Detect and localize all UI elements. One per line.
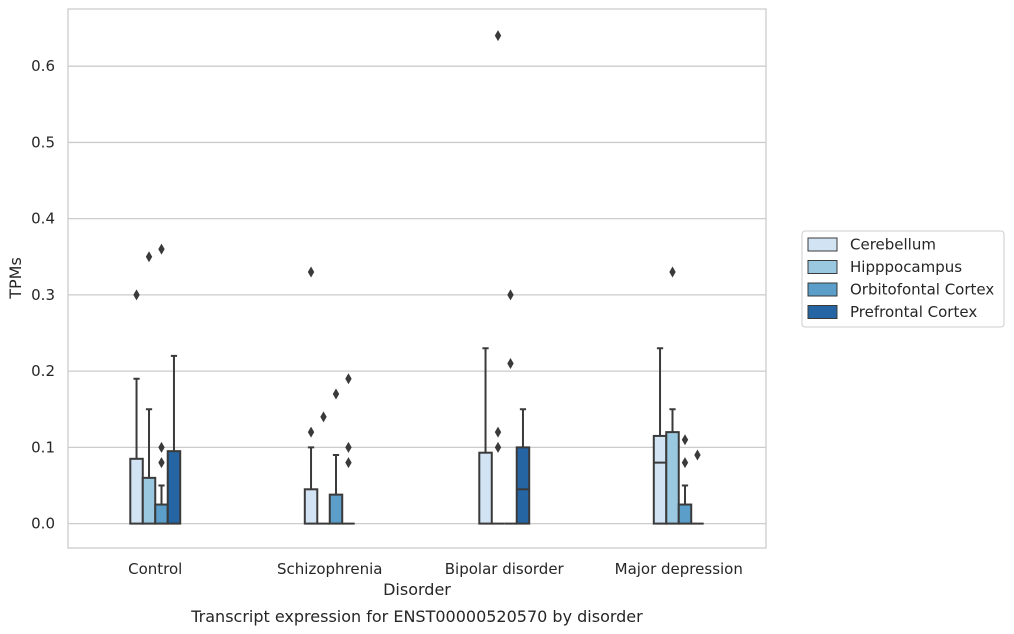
outlier-point — [332, 388, 340, 400]
x-axis-label: Disorder — [383, 580, 451, 599]
y-tick-label: 0.0 — [31, 515, 55, 533]
outlier-point — [681, 434, 689, 446]
legend-swatch — [807, 305, 838, 319]
box-group — [504, 289, 517, 525]
box-group — [515, 408, 531, 525]
legend-items: Cerebellum Hipppocampus Orbitofontal Corte… — [807, 236, 994, 321]
box-group — [342, 373, 355, 525]
box — [166, 450, 182, 525]
legend-label: Orbitofontal Cortex — [850, 281, 994, 299]
outlier-point — [158, 457, 165, 469]
outlier-point — [494, 426, 502, 438]
legend-label: Prefrontal Cortex — [850, 303, 977, 321]
legend-swatch — [807, 237, 838, 252]
box-group — [154, 243, 169, 525]
y-tick-label: 0.3 — [31, 286, 55, 304]
box-group — [665, 266, 680, 525]
outlier-point — [145, 251, 153, 263]
grid-lines — [68, 65, 766, 525]
box — [328, 493, 344, 525]
legend-swatch — [807, 282, 838, 297]
outlier-point — [345, 457, 352, 469]
box-group — [491, 30, 505, 525]
outlier-point — [694, 449, 701, 461]
outlier-point — [494, 441, 502, 453]
outlier-point — [345, 441, 352, 453]
legend-swatch — [807, 260, 838, 274]
x-tick-label: Control — [128, 560, 182, 578]
outlier-point — [345, 373, 352, 385]
outlier-point — [507, 289, 514, 301]
box-group — [317, 411, 330, 525]
plot-frame — [67, 8, 767, 549]
x-tick-label: Bipolar disorder — [445, 560, 565, 578]
box-group — [478, 347, 493, 525]
outlier-point — [158, 441, 165, 453]
y-tick-label: 0.6 — [31, 57, 55, 75]
legend-label: Hipppocampus — [850, 258, 962, 276]
outlier-point — [507, 358, 514, 370]
box-group — [652, 347, 668, 525]
box — [154, 503, 169, 525]
box — [303, 488, 319, 525]
outlier-point — [494, 30, 502, 42]
box-group — [166, 354, 182, 525]
legend-frame — [801, 230, 1005, 328]
box — [515, 446, 531, 525]
box-layer — [129, 30, 704, 525]
outlier-point — [320, 411, 327, 423]
y-tick-label: 0.1 — [31, 438, 55, 456]
y-axis-label: TPMs — [6, 257, 25, 300]
box-group — [141, 251, 157, 525]
outlier-point — [669, 266, 676, 278]
box — [141, 476, 157, 525]
box-group — [328, 388, 344, 525]
y-tick-label: 0.5 — [31, 133, 55, 151]
box-group — [677, 434, 693, 525]
y-axis-ticks: 0.0 0.1 0.2 0.3 0.4 0.5 0.6 — [31, 57, 55, 532]
y-tick-label: 0.2 — [31, 362, 55, 380]
box — [652, 434, 668, 525]
x-tick-label: Schizophrenia — [277, 560, 382, 578]
outlier-point — [307, 426, 315, 438]
box — [478, 451, 493, 525]
y-tick-label: 0.4 — [31, 210, 55, 228]
box — [665, 431, 680, 525]
box-group — [691, 449, 704, 525]
legend-label: Cerebellum — [850, 236, 936, 254]
outlier-point — [133, 289, 140, 301]
chart-caption: Transcript expression for ENST0000052057… — [190, 607, 643, 626]
box-group — [303, 266, 319, 525]
box — [129, 457, 144, 525]
outlier-point — [307, 266, 315, 278]
x-axis-ticks: Control Schizophrenia Bipolar disorder Majo… — [128, 560, 743, 578]
x-tick-label: Major depression — [615, 560, 743, 578]
legend: Cerebellum Hipppocampus Orbitofontal Corte… — [801, 230, 1005, 328]
box — [677, 503, 693, 525]
outlier-point — [158, 243, 165, 255]
outlier-point — [681, 457, 689, 469]
box-group — [129, 289, 144, 525]
